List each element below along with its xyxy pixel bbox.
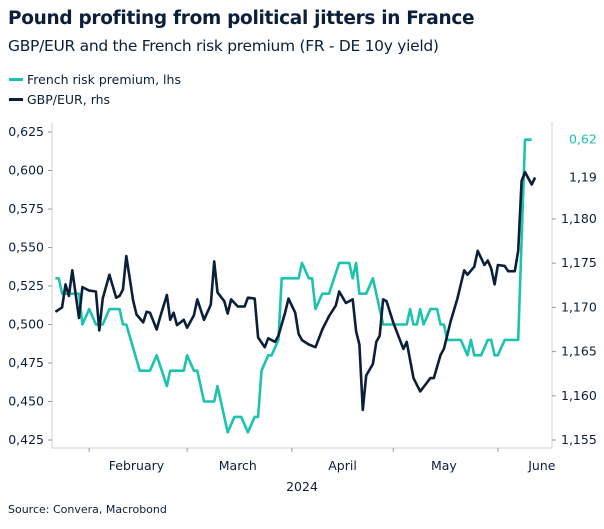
chart-title: Pound profiting from political jitters i… [8,8,475,29]
legend-label: GBP/EUR, rhs [27,92,111,107]
right-axis-tick-label: 1,180 [561,211,597,226]
series-line-gbp-eur [54,170,537,412]
legend-item-gbp-eur: GBP/EUR, rhs [9,92,110,107]
chart-subtitle: GBP/EUR and the French risk premium (FR … [8,37,439,55]
series-line-french-risk-premium [55,138,532,434]
right-axis-tick-label: 1,170 [561,299,597,314]
x-axis-label: 2024 [286,479,318,494]
x-axis-tick-label: February [109,458,165,473]
right-axis-tick-label: 1,175 [561,255,597,270]
right-axis-tick-label: 1,160 [561,388,597,403]
x-axis-tick-label: April [328,458,357,473]
right-axis-tick-label: 1,155 [561,432,597,447]
chart-source: Source: Convera, Macrobond [8,503,167,516]
legend-item-french-risk-premium: French risk premium, lhs [9,72,181,87]
last-value-label: 1,19 [569,169,597,184]
left-axis-tick-label: 0,450 [8,394,44,409]
left-axis-tick-label: 0,425 [8,432,44,447]
last-value-label: 0,62 [569,132,597,147]
left-axis-tick-label: 0,525 [8,278,44,293]
left-axis-tick-label: 0,500 [8,317,44,332]
x-axis-tick-label: March [219,458,257,473]
x-axis-tick-label: May [431,458,457,473]
left-axis-tick-label: 0,600 [8,163,44,178]
legend-label: French risk premium, lhs [27,72,181,87]
left-axis-tick-label: 0,550 [8,240,44,255]
right-axis-tick-label: 1,165 [561,344,597,359]
legend-swatch [9,98,23,101]
left-axis-tick-label: 0,625 [8,124,44,139]
left-axis-tick-label: 0,575 [8,201,44,216]
legend-swatch [9,78,23,81]
left-axis-tick-label: 0,475 [8,355,44,370]
x-axis-tick-label: June [527,458,556,473]
